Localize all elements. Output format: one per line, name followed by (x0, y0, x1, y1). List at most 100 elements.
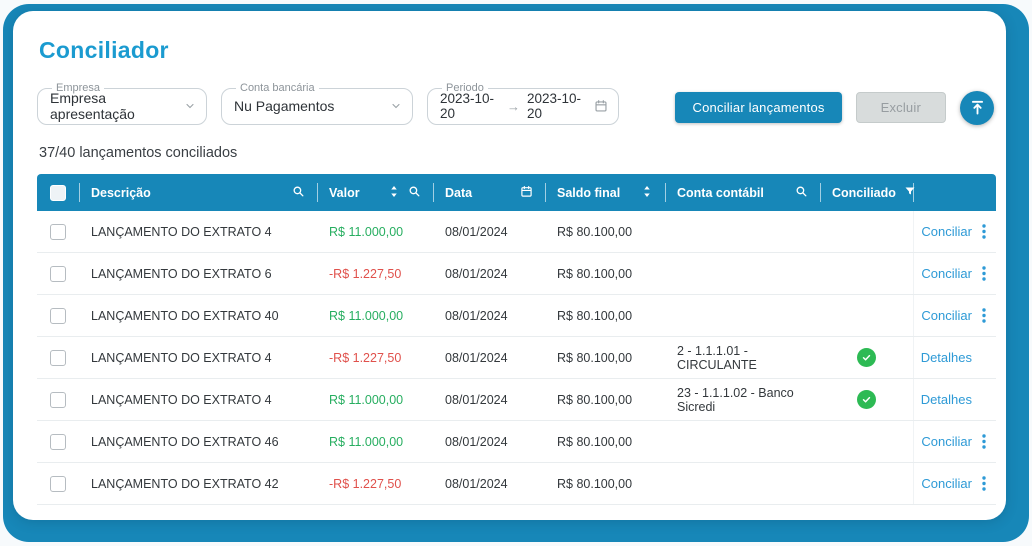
chevron-down-icon (390, 100, 402, 112)
periodo-range-picker[interactable]: Periodo 2023-10-20 → 2023-10-20 (427, 82, 619, 125)
range-arrow-icon: → (507, 98, 520, 114)
check-circle-icon (857, 348, 876, 367)
cell-date: 08/01/2024 (445, 266, 508, 281)
empresa-value: Empresa apresentação (50, 90, 135, 122)
select-all-checkbox[interactable] (50, 184, 66, 201)
filters-row: Empresa Empresa apresentação Conta bancá… (37, 82, 996, 125)
cell-description: LANÇAMENTO DO EXTRATO 42 (91, 476, 279, 491)
check-circle-icon (857, 390, 876, 409)
cell-account (665, 211, 820, 252)
kebab-menu-icon[interactable] (982, 434, 986, 449)
cell-balance: R$ 80.100,00 (557, 476, 633, 491)
cell-account: 2 - 1.1.1.01 - CIRCULANTE (677, 343, 757, 372)
conta-bancaria-value: Nu Pagamentos (234, 98, 335, 114)
cell-date: 08/01/2024 (445, 224, 508, 239)
cell-value: R$ 11.000,00 (329, 434, 404, 449)
cell-description: LANÇAMENTO DO EXTRATO 4 (91, 350, 272, 365)
cell-account (665, 421, 820, 462)
row-action-link[interactable]: Conciliar (921, 266, 972, 281)
cell-description: LANÇAMENTO DO EXTRATO 4 (91, 392, 272, 407)
cell-value: R$ 11.000,00 (329, 392, 404, 407)
column-header-actions (913, 174, 996, 211)
row-action-link[interactable]: Conciliar (921, 224, 972, 239)
row-action-link[interactable]: Conciliar (921, 308, 972, 323)
kebab-menu-icon[interactable] (982, 476, 986, 491)
table-row: LANÇAMENTO DO EXTRATO 6 -R$ 1.227,50 08/… (37, 253, 996, 295)
row-action-link[interactable]: Conciliar (921, 434, 972, 449)
cell-date: 08/01/2024 (445, 392, 508, 407)
row-checkbox[interactable] (50, 223, 66, 240)
cell-value: -R$ 1.227,50 (329, 266, 402, 281)
calendar-icon[interactable] (520, 185, 533, 201)
cell-account (665, 463, 820, 504)
conciliador-card: Conciliador Empresa Empresa apresentação… (13, 11, 1006, 520)
search-icon[interactable] (795, 185, 808, 201)
conciliar-lancamentos-button[interactable]: Conciliar lançamentos (675, 92, 842, 123)
cell-date: 08/01/2024 (445, 308, 508, 323)
cell-account: 23 - 1.1.1.02 - Banco Sicredi (677, 385, 794, 414)
cell-value: R$ 11.000,00 (329, 224, 404, 239)
cell-balance: R$ 80.100,00 (557, 434, 633, 449)
row-checkbox[interactable] (50, 433, 66, 450)
row-action-link[interactable]: Detalhes (920, 392, 972, 407)
table-row: LANÇAMENTO DO EXTRATO 40 R$ 11.000,00 08… (37, 295, 996, 337)
column-header-data[interactable]: Data (433, 174, 545, 211)
column-header-conta-contabil[interactable]: Conta contábil (665, 174, 820, 211)
periodo-start-date[interactable]: 2023-10-20 (440, 91, 495, 121)
table-row: LANÇAMENTO DO EXTRATO 4 R$ 11.000,00 08/… (37, 211, 996, 253)
cell-value: -R$ 1.227,50 (329, 476, 402, 491)
cell-description: LANÇAMENTO DO EXTRATO 46 (91, 434, 279, 449)
cell-date: 08/01/2024 (445, 476, 508, 491)
row-checkbox[interactable] (50, 349, 66, 366)
chevron-down-icon (184, 100, 196, 112)
upload-icon (969, 99, 986, 116)
column-header-saldo-final[interactable]: Saldo final (545, 174, 665, 211)
row-checkbox[interactable] (50, 307, 66, 324)
cell-account (665, 253, 820, 294)
kebab-menu-icon[interactable] (982, 266, 986, 281)
conta-bancaria-select[interactable]: Conta bancária Nu Pagamentos (221, 82, 413, 125)
cell-description: LANÇAMENTO DO EXTRATO 40 (91, 308, 279, 323)
cell-value: R$ 11.000,00 (329, 308, 404, 323)
periodo-label: Periodo (446, 82, 484, 94)
excluir-button[interactable]: Excluir (855, 92, 946, 123)
empresa-label: Empresa (56, 82, 101, 94)
empresa-select[interactable]: Empresa Empresa apresentação (37, 82, 207, 125)
cell-balance: R$ 80.100,00 (557, 308, 633, 323)
column-header-conciliado[interactable]: Conciliado (820, 174, 916, 211)
cell-balance: R$ 80.100,00 (557, 350, 633, 365)
search-icon[interactable] (408, 185, 421, 201)
conta-bancaria-label: Conta bancária (240, 82, 315, 94)
row-checkbox[interactable] (50, 265, 66, 282)
row-action-link[interactable]: Detalhes (920, 350, 972, 365)
upload-button[interactable] (960, 90, 994, 125)
filter-funnel-icon[interactable] (904, 185, 916, 200)
sort-icon[interactable] (388, 185, 400, 201)
toolbar-buttons: Conciliar lançamentos Excluir (675, 90, 996, 125)
page-title: Conciliador (39, 37, 169, 63)
table-row: LANÇAMENTO DO EXTRATO 4 R$ 11.000,00 08/… (37, 379, 996, 421)
lancamentos-table: Descrição Valor Data Saldo final Conta c… (37, 174, 996, 505)
column-header-valor[interactable]: Valor (317, 174, 433, 211)
cell-balance: R$ 80.100,00 (557, 224, 633, 239)
table-header: Descrição Valor Data Saldo final Conta c… (37, 174, 996, 211)
table-row: LANÇAMENTO DO EXTRATO 42 -R$ 1.227,50 08… (37, 463, 996, 505)
periodo-end-date[interactable]: 2023-10-20 (527, 91, 582, 121)
cell-description: LANÇAMENTO DO EXTRATO 4 (91, 224, 272, 239)
kebab-menu-icon[interactable] (982, 308, 986, 323)
row-checkbox[interactable] (50, 475, 66, 492)
cell-account (665, 295, 820, 336)
row-action-link[interactable]: Conciliar (921, 476, 972, 491)
cell-date: 08/01/2024 (445, 434, 508, 449)
search-icon[interactable] (292, 185, 305, 201)
sort-icon[interactable] (641, 185, 653, 201)
cell-balance: R$ 80.100,00 (557, 392, 633, 407)
row-checkbox[interactable] (50, 391, 66, 408)
reconciled-counter: 37/40 lançamentos conciliados (39, 145, 238, 161)
cell-value: -R$ 1.227,50 (329, 350, 402, 365)
kebab-menu-icon[interactable] (982, 224, 986, 239)
cell-description: LANÇAMENTO DO EXTRATO 6 (91, 266, 272, 281)
column-header-descricao[interactable]: Descrição (79, 174, 317, 211)
calendar-icon[interactable] (594, 99, 608, 113)
cell-balance: R$ 80.100,00 (557, 266, 633, 281)
